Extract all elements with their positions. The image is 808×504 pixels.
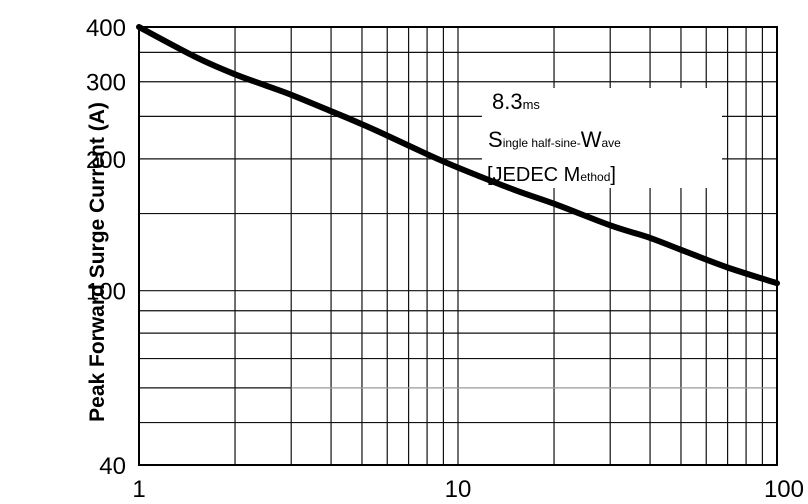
x-tick-label: 10 [445, 476, 472, 503]
annotation: 8.3ms Single half-sine-Wave [JEDEC Metho… [487, 89, 621, 186]
annotation-line-3: [JEDEC Method] [487, 164, 616, 186]
annotation-line-3-a-sub: ethod [580, 170, 610, 184]
grid [138, 26, 778, 466]
annotation-line-2: Single half-sine-Wave [488, 127, 621, 152]
y-tick-label: 200 [86, 147, 126, 174]
annotation-line-1: 8.3ms [492, 89, 540, 114]
surge-curve [136, 24, 780, 287]
tick-labels: 400 300 200 100 401 10 100 [86, 15, 804, 503]
annotation-line-3-b: ] [610, 164, 616, 186]
plot-border [138, 26, 778, 466]
y-tick-label: 300 [86, 70, 126, 97]
x-tick-label: 100 [764, 476, 804, 503]
annotation-line-2-a: S [488, 127, 503, 152]
curve-layer [136, 24, 780, 287]
annotation-line-2-b: W [581, 127, 602, 152]
y-tick-label: 100 [86, 279, 126, 306]
annotation-line-2-a-sub: ingle half-sine- [503, 136, 581, 150]
annotation-line-3-a: [JEDEC M [487, 164, 580, 186]
y-tick-label: 40 [99, 453, 126, 480]
y-tick-label: 400 [86, 15, 126, 42]
x-tick-label: 1 [132, 476, 145, 503]
annotation-duration-unit: ms [523, 97, 541, 112]
annotation-line-2-b-sub: ave [602, 136, 622, 150]
annotation-duration: 8.3 [492, 89, 523, 114]
y-axis-label: Peak Forward Surge Current (A) [86, 102, 109, 422]
annotation-background [482, 88, 722, 188]
